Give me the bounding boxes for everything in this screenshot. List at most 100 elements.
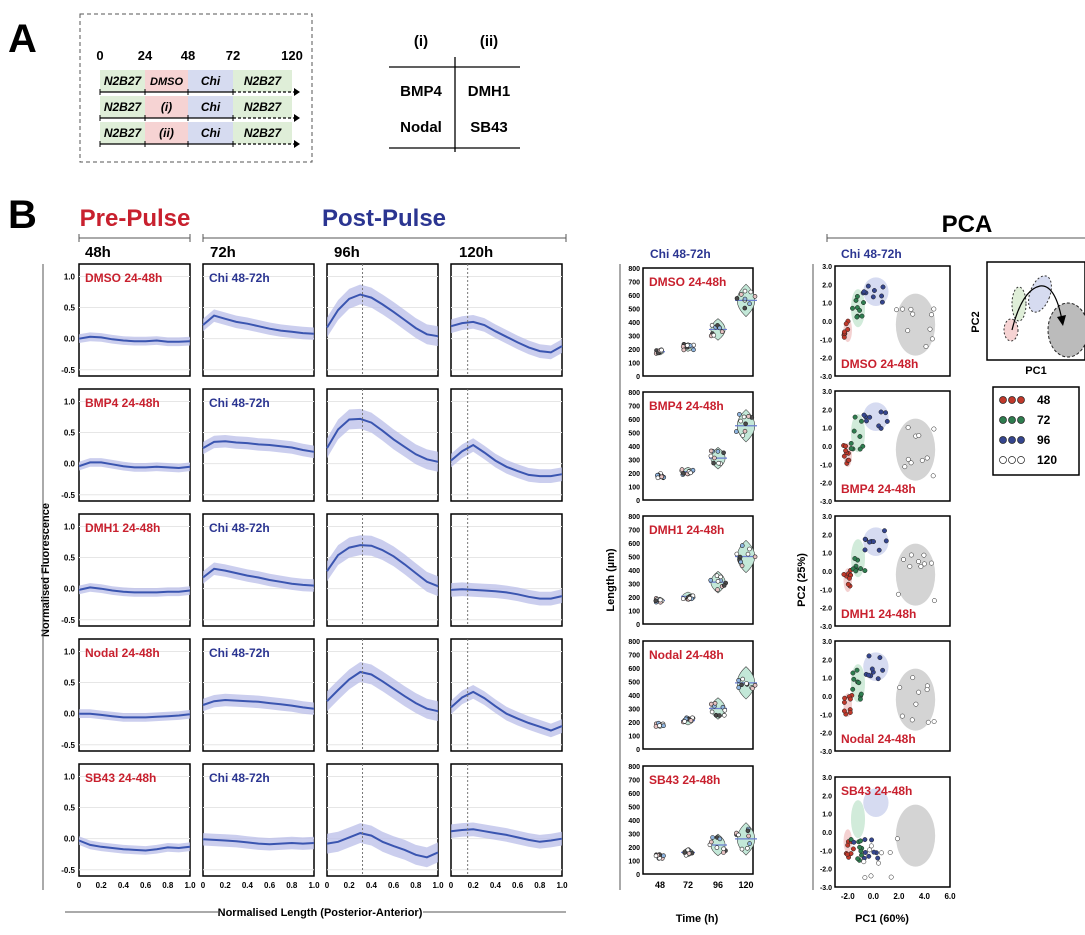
length-panel-frame (642, 640, 754, 750)
pca-point (927, 326, 933, 332)
length-point (714, 845, 720, 850)
profile-xtick: 0 (449, 881, 454, 890)
length-point (743, 421, 748, 427)
length-ytick: 0 (636, 374, 640, 381)
length-point (659, 474, 665, 480)
length-point (742, 305, 748, 311)
length-point (721, 846, 726, 852)
pca-point (851, 839, 857, 845)
length-point (752, 554, 758, 560)
length-ytick: 700 (628, 653, 640, 660)
profile-ytick: -0.5 (61, 491, 75, 500)
pca-ytick: -2.0 (820, 867, 832, 874)
pca-point (845, 842, 851, 848)
pca-point (866, 853, 872, 859)
length-ytick: 400 (628, 693, 640, 700)
condition-label: Nodal 24-48h (649, 648, 724, 662)
profile-panel-frame (78, 638, 191, 752)
profile-panel-frame (202, 763, 315, 877)
pca-chi-label: Chi 48-72h (841, 247, 902, 261)
pca-point (866, 672, 872, 678)
pca-ytick: 3.0 (822, 264, 832, 271)
legend-swatch (1008, 436, 1016, 444)
schematic-segment-label: (i) (161, 100, 172, 114)
pca-point (897, 685, 903, 690)
pca-point (857, 434, 863, 439)
length-ytick: 400 (628, 444, 640, 451)
legend-swatch (1017, 396, 1025, 404)
pca-ytick: 0.0 (822, 694, 832, 701)
pca-ytick: 3.0 (822, 775, 832, 782)
profile-xtick: 0.2 (96, 881, 108, 890)
pca-point (862, 837, 868, 843)
length-point (737, 412, 742, 417)
pca-ytick: -2.0 (820, 606, 832, 613)
post-pulse-title: Post-Pulse (322, 205, 446, 232)
pca-point (841, 699, 847, 705)
table-header-ii: (ii) (480, 33, 498, 50)
profile-ytick: 0.5 (64, 429, 76, 438)
length-ytick: 600 (628, 666, 640, 673)
pca-point (910, 675, 916, 681)
length-ytick: 300 (628, 458, 640, 465)
schematic-time-label: 48 (181, 48, 195, 63)
length-point (721, 583, 727, 588)
pca-ytick: 2.0 (822, 407, 832, 414)
length-point (722, 707, 728, 713)
length-ytick: 600 (628, 541, 640, 548)
pca-point (924, 455, 930, 461)
pca-group-ellipse (895, 418, 936, 481)
length-ytick: 700 (628, 280, 640, 287)
pca-point (880, 667, 886, 673)
profile-xtick: 0.8 (534, 881, 546, 890)
length-point (716, 460, 721, 466)
pca-point (848, 446, 854, 451)
pca-point (878, 425, 884, 431)
length-ytick: 100 (628, 361, 640, 368)
pca-point (843, 448, 849, 454)
pca-ytick: -3.0 (820, 624, 832, 631)
length-ytick: 800 (628, 390, 640, 397)
length-point (659, 347, 664, 353)
length-point (721, 712, 727, 718)
profile-mean-line (326, 417, 439, 463)
length-point (719, 329, 725, 335)
pca-point (883, 410, 889, 416)
length-ytick: 300 (628, 582, 640, 589)
schematic-time-label: 120 (281, 48, 303, 63)
profile-ytick: 0.5 (64, 804, 76, 813)
pca-ytick: 1.0 (822, 812, 832, 819)
profile-ytick: 0.5 (64, 679, 76, 688)
profile-ytick: 0.5 (64, 304, 76, 313)
length-point (653, 853, 659, 859)
protocol-schematic: 0 24 48 72 120 N2B27 DMSO Chi N2B27 N2B27 (i) Chi N2… (96, 48, 303, 148)
pca-point (869, 837, 875, 843)
condition-label: BMP4 24-48h (649, 399, 724, 413)
length-point (691, 347, 696, 353)
pca-point (853, 568, 859, 574)
pca-xtick: 0.0 (868, 892, 880, 901)
length-ytick: 0 (636, 622, 640, 629)
inset-arrowhead (1057, 315, 1066, 326)
schematic-segment (145, 122, 188, 144)
pca-ytick: 0.0 (822, 319, 832, 326)
schematic-segment-label: Chi (201, 126, 221, 140)
pca-point (909, 717, 915, 723)
schematic-segment-label: Chi (201, 74, 221, 88)
length-ytick: 300 (628, 832, 640, 839)
length-point (711, 460, 716, 466)
schematic-segment-label: (ii) (159, 126, 174, 140)
pca-point (921, 561, 927, 567)
length-ytick: 400 (628, 568, 640, 575)
profile-ytick: 0.0 (64, 335, 76, 344)
pca-xtick: 4.0 (919, 892, 931, 901)
profile-sd-band (203, 833, 314, 851)
timepoint-120h: 120h (459, 244, 493, 261)
profile-xtick: 0.8 (410, 881, 422, 890)
length-point (685, 847, 691, 853)
pca-point (843, 443, 849, 449)
length-point (733, 429, 739, 434)
pca-point (850, 670, 856, 676)
pca-ytick: -3.0 (820, 885, 832, 892)
pca-point (931, 306, 937, 312)
